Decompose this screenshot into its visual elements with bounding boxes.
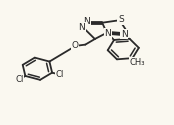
Text: S: S xyxy=(118,15,124,24)
Text: N: N xyxy=(83,17,90,26)
Text: Cl: Cl xyxy=(15,75,23,84)
Text: N: N xyxy=(78,23,85,32)
Text: O: O xyxy=(71,41,78,50)
Text: N: N xyxy=(104,29,111,38)
Text: Cl: Cl xyxy=(55,70,64,79)
Text: N: N xyxy=(121,30,128,38)
Text: CH₃: CH₃ xyxy=(129,58,145,67)
